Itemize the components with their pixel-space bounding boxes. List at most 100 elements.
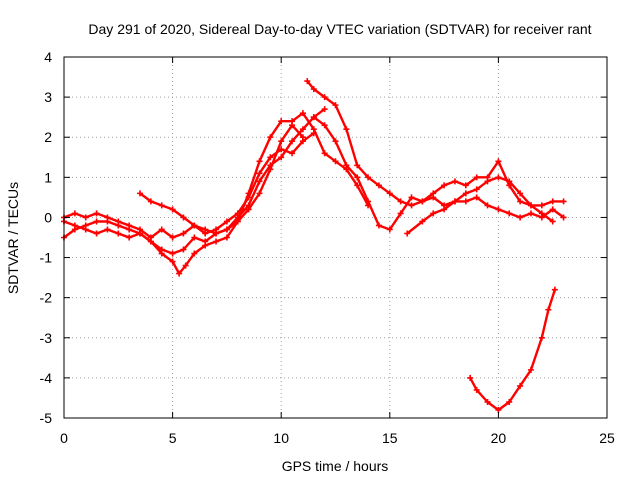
series-track-8 <box>467 286 558 413</box>
data-point-marker <box>517 382 524 389</box>
data-point-marker <box>332 158 339 165</box>
data-point-marker <box>375 182 382 189</box>
data-point-marker <box>495 158 502 165</box>
data-point-marker <box>169 250 176 257</box>
data-point-marker <box>147 198 154 205</box>
data-point-marker <box>430 194 437 201</box>
data-point-marker <box>408 202 415 209</box>
data-point-marker <box>495 406 502 413</box>
data-point-marker <box>365 174 372 181</box>
data-point-marker <box>310 130 317 137</box>
series-track-4 <box>137 130 317 237</box>
data-point-marker <box>462 198 469 205</box>
data-point-marker <box>256 190 263 197</box>
data-point-marker <box>451 178 458 185</box>
data-point-marker <box>343 162 350 169</box>
x-tick-label: 20 <box>491 430 507 446</box>
data-point-marker <box>527 210 534 217</box>
data-point-marker <box>169 234 176 241</box>
data-point-marker <box>158 202 165 209</box>
data-point-marker <box>299 138 306 145</box>
y-tick-label: -5 <box>40 410 53 426</box>
data-point-marker <box>560 198 567 205</box>
data-point-marker <box>441 206 448 213</box>
y-tick-label: 3 <box>44 89 52 105</box>
data-point-marker <box>278 154 285 161</box>
x-axis-label: GPS time / hours <box>282 458 389 474</box>
data-point-marker <box>256 170 263 177</box>
data-point-marker <box>441 182 448 189</box>
data-point-marker <box>93 210 100 217</box>
data-point-marker <box>191 234 198 241</box>
data-point-marker <box>93 218 100 225</box>
x-tick-label: 15 <box>382 430 398 446</box>
data-point-marker <box>137 190 144 197</box>
data-point-marker <box>71 210 78 217</box>
data-point-marker <box>354 182 361 189</box>
data-point-marker <box>278 146 285 153</box>
data-point-marker <box>115 230 122 237</box>
data-point-marker <box>397 198 404 205</box>
y-tick-label: -2 <box>40 290 53 306</box>
grid-lines <box>64 57 607 418</box>
data-point-marker <box>82 222 89 229</box>
data-point-marker <box>386 226 393 233</box>
series-line <box>469 288 557 412</box>
series-line <box>306 79 565 207</box>
data-point-marker <box>419 198 426 205</box>
data-point-marker <box>169 206 176 213</box>
data-point-marker <box>180 214 187 221</box>
data-point-marker <box>484 202 491 209</box>
data-point-marker <box>278 118 285 125</box>
data-point-marker <box>234 218 241 225</box>
data-point-marker <box>549 198 556 205</box>
axis-ticks: 0 5 10 15 20 25 -5 -4 -3 -2 -1 0 1 2 3 4 <box>40 49 615 446</box>
data-point-marker <box>304 78 311 85</box>
data-point-marker <box>245 194 252 201</box>
data-point-marker <box>245 206 252 213</box>
data-point-marker <box>104 214 111 221</box>
data-point-marker <box>527 366 534 373</box>
data-point-marker <box>82 214 89 221</box>
data-point-marker <box>419 218 426 225</box>
data-point-marker <box>115 218 122 225</box>
data-point-marker <box>202 238 209 245</box>
data-point-marker <box>310 86 317 93</box>
data-point-marker <box>549 206 556 213</box>
data-point-marker <box>278 138 285 145</box>
data-point-marker <box>354 174 361 181</box>
data-point-marker <box>332 102 339 109</box>
data-point-marker <box>180 246 187 253</box>
series-track-7 <box>404 174 556 237</box>
y-axis-label: SDTVAR / TECUs <box>5 182 21 294</box>
x-tick-label: 5 <box>169 430 177 446</box>
data-point-marker <box>158 226 165 233</box>
data-point-marker <box>495 206 502 213</box>
data-point-marker <box>365 198 372 205</box>
data-point-marker <box>213 238 220 245</box>
data-point-marker <box>462 190 469 197</box>
data-point-marker <box>506 210 513 217</box>
data-point-marker <box>213 226 220 233</box>
data-point-marker <box>404 230 411 237</box>
data-point-marker <box>451 198 458 205</box>
data-point-marker <box>299 126 306 133</box>
y-tick-label: -1 <box>40 250 53 266</box>
data-point-marker <box>538 210 545 217</box>
data-point-marker <box>256 178 263 185</box>
data-point-marker <box>104 226 111 233</box>
data-point-marker <box>473 186 480 193</box>
data-point-marker <box>462 182 469 189</box>
data-point-marker <box>495 174 502 181</box>
series-track-5 <box>304 78 567 209</box>
x-tick-label: 10 <box>273 430 289 446</box>
data-point-marker <box>267 134 274 141</box>
data-point-marker <box>223 218 230 225</box>
data-point-marker <box>223 226 230 233</box>
data-point-marker <box>375 222 382 229</box>
data-point-marker <box>545 306 552 313</box>
data-point-marker <box>158 246 165 253</box>
data-point-marker <box>549 218 556 225</box>
data-point-marker <box>506 398 513 405</box>
series-track-2 <box>61 106 328 257</box>
